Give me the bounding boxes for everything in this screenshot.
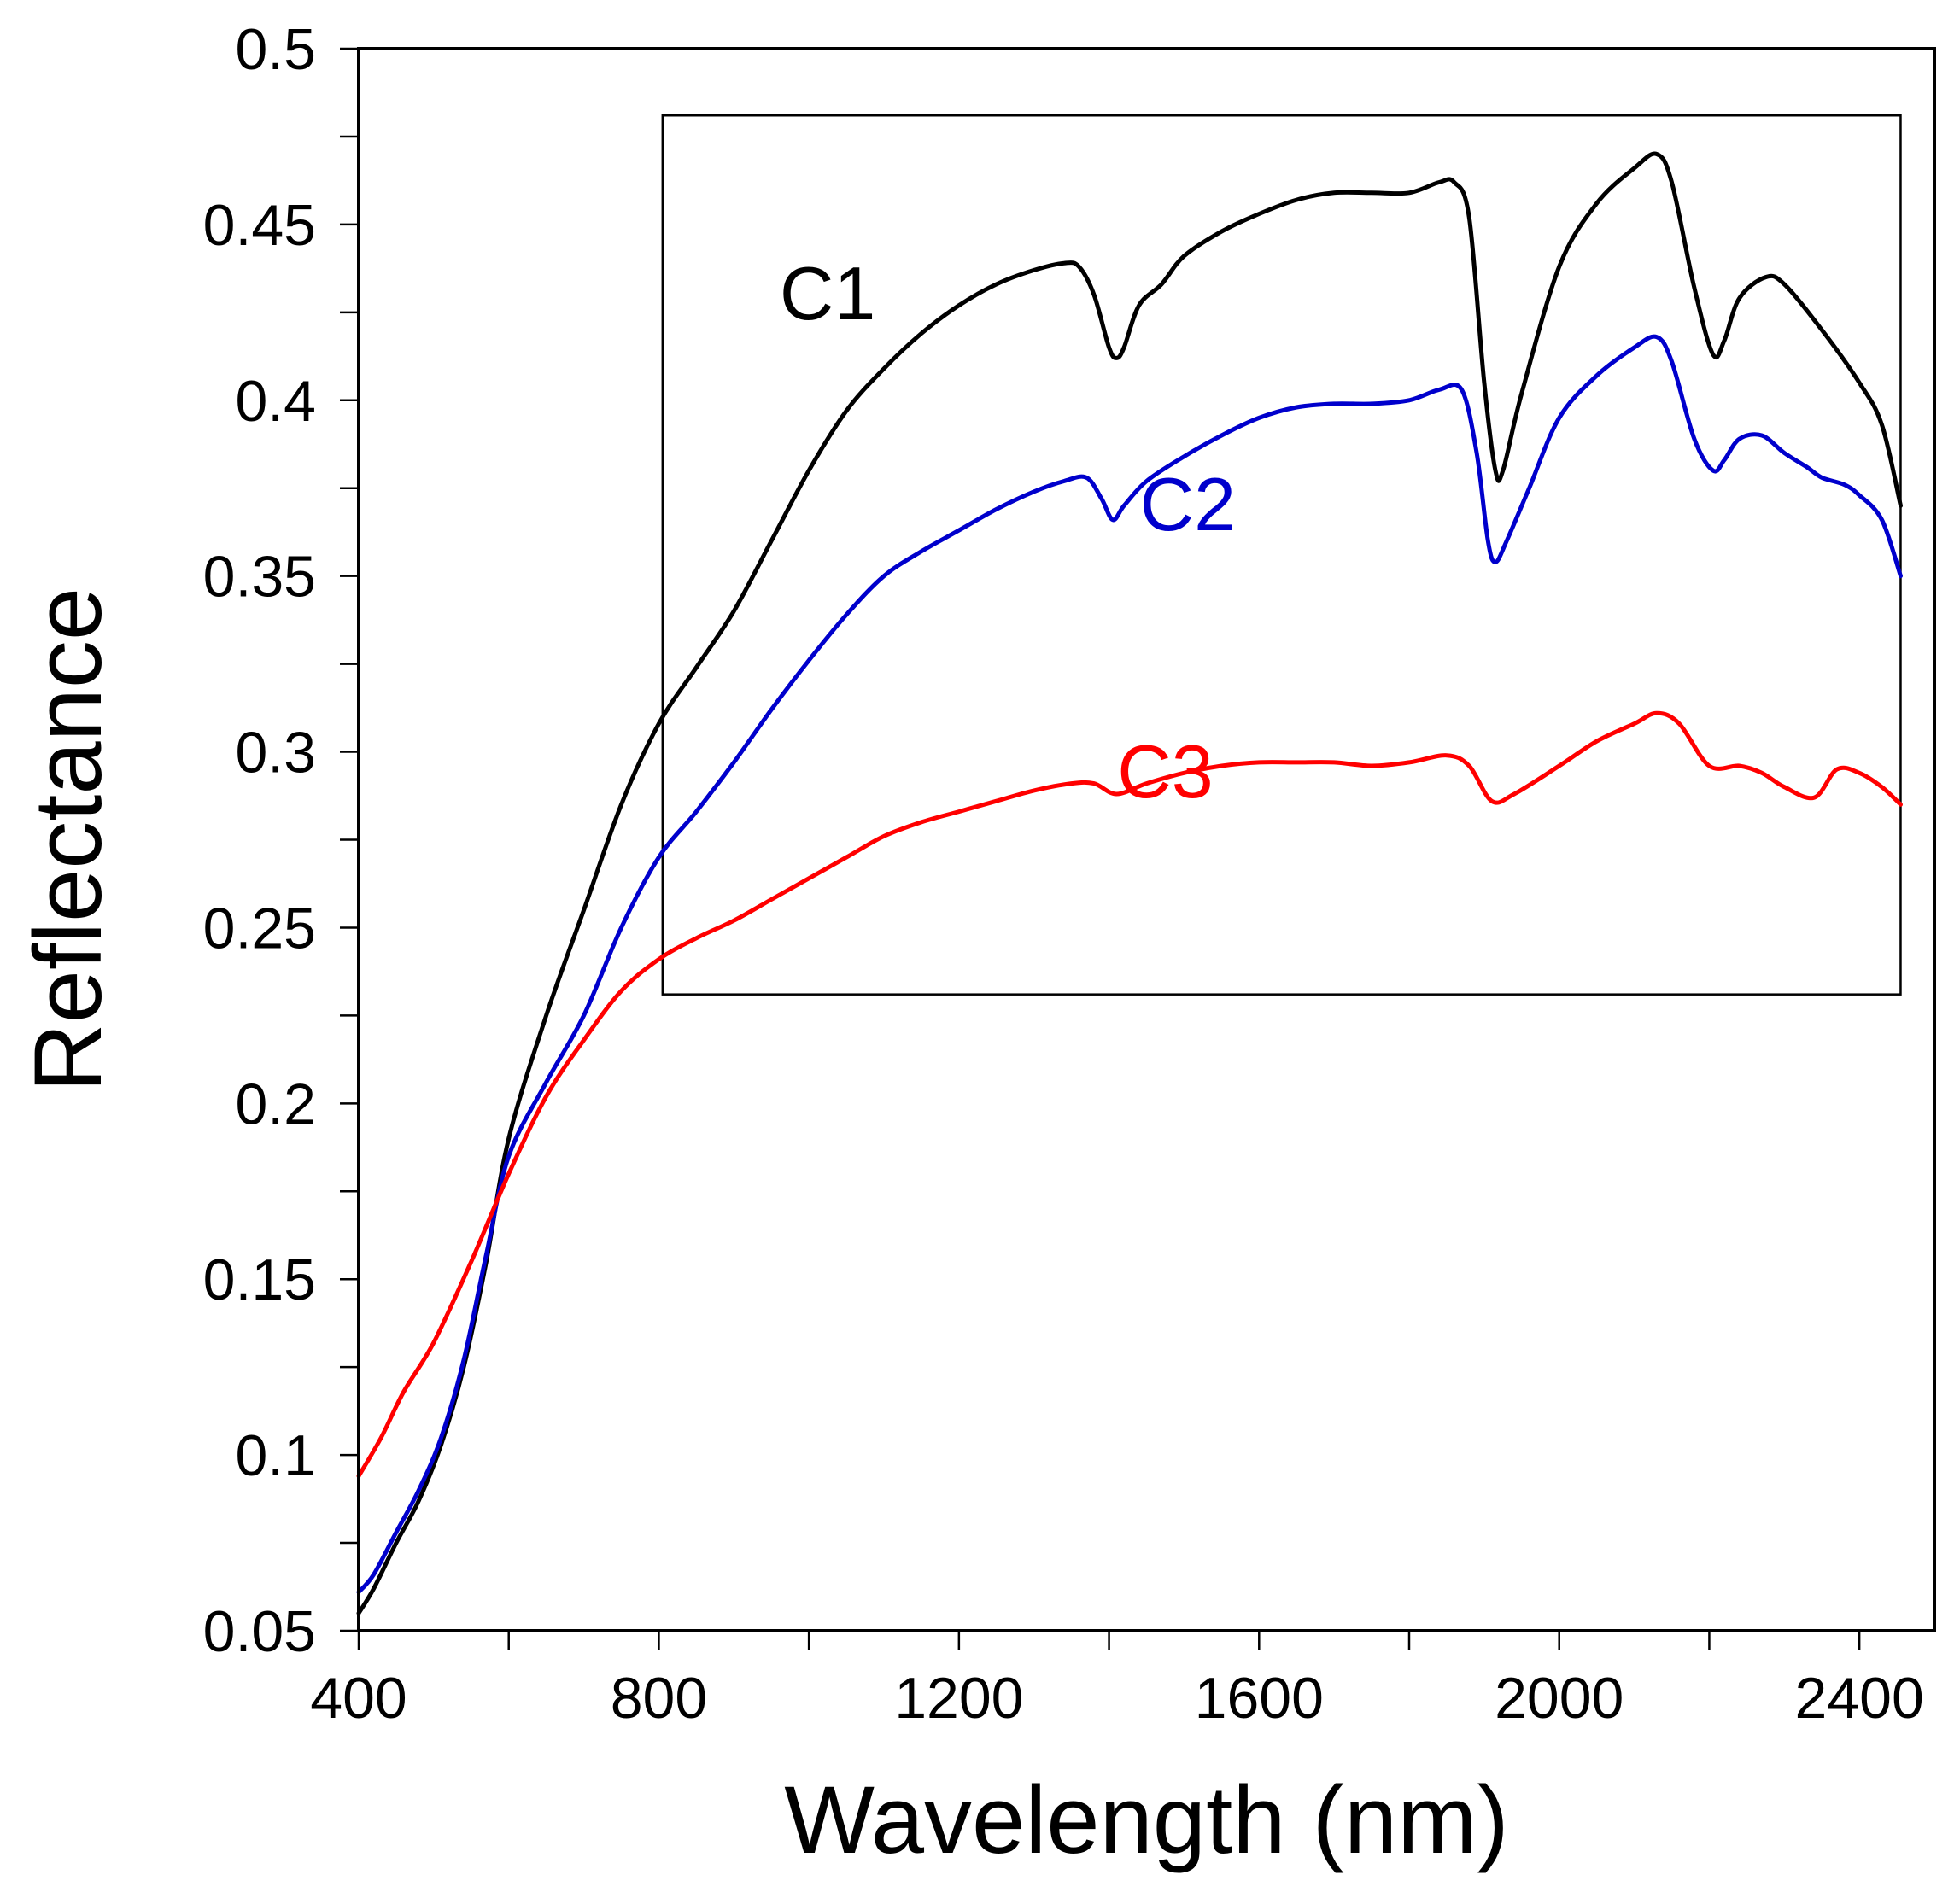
- x-tick-label: 400: [310, 1666, 407, 1731]
- y-tick-label: 0.3: [235, 721, 316, 786]
- series-label-c3: C3: [1117, 729, 1214, 814]
- x-tick-label: 800: [611, 1666, 707, 1731]
- y-tick-label: 0.4: [235, 369, 316, 434]
- y-tick-label: 0.05: [203, 1599, 316, 1664]
- y-tick-labels: 0.05 0.1 0.15 0.2 0.25 0.3 0.35 0.4 0.45 0.5: [203, 17, 316, 1664]
- x-tick-label: 1600: [1195, 1666, 1324, 1731]
- plot-frame: [357, 47, 1936, 1632]
- x-tick-label: 2400: [1795, 1666, 1924, 1731]
- inset-box: [661, 114, 1902, 996]
- x-tick-label: 2000: [1495, 1666, 1624, 1731]
- inset-layer: [661, 114, 1902, 996]
- x-axis-title: Wavelength (nm): [784, 1767, 1509, 1873]
- y-tick-label: 0.15: [203, 1247, 316, 1312]
- y-tick-label: 0.45: [203, 193, 316, 258]
- series-label-c2: C2: [1140, 462, 1237, 546]
- minor-ticks: [340, 47, 1861, 1650]
- y-tick-label: 0.2: [235, 1072, 316, 1136]
- series-label-c1: C1: [780, 251, 876, 336]
- series-line-c3: [356, 710, 1903, 1479]
- x-tick-label: 1200: [894, 1666, 1023, 1731]
- y-tick-label: 0.35: [203, 545, 316, 610]
- y-axis-title: Reflectance: [15, 587, 121, 1092]
- series-layer: [356, 151, 1903, 1615]
- series-line-c2: [356, 334, 1903, 1595]
- y-tick-label: 0.25: [203, 896, 316, 961]
- series-line-c1: [356, 151, 1903, 1615]
- x-tick-labels: 400 800 1200 1600 2000 2400: [310, 1666, 1924, 1731]
- y-tick-label: 0.5: [235, 17, 316, 82]
- series-labels: C1 C2 C3: [780, 251, 1236, 814]
- y-tick-label: 0.1: [235, 1423, 316, 1488]
